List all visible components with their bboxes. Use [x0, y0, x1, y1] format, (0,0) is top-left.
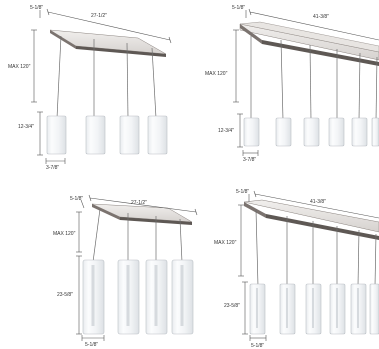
pendant-shade	[147, 115, 168, 155]
pendant	[351, 52, 368, 147]
diagram-6-light-short: 5-1/8" 41-3/8" MAX 120" 12-3/4" 3-7/8"	[205, 5, 379, 163]
pendant-shade	[328, 117, 345, 147]
canopy-edge	[262, 40, 379, 66]
canopy-length-label: 27-1/2"	[91, 13, 107, 19]
canopy-length-label: 27-1/2"	[131, 200, 147, 206]
pendant-shade	[275, 117, 292, 147]
pendant	[329, 226, 346, 335]
shade-width-label: 3-7/8"	[46, 165, 59, 171]
pendant-cord	[92, 208, 101, 263]
pendant	[145, 216, 168, 335]
pendant-shade	[46, 115, 67, 155]
pendant-cord	[375, 56, 378, 121]
canopy-length-dimension-line	[249, 11, 379, 41]
shade-height-label: 23-5/8"	[224, 303, 240, 309]
canopy-depth-label: 5-1/8"	[232, 5, 245, 11]
canopy-depth-label: 5-1/8"	[70, 196, 83, 202]
pendant	[350, 229, 367, 335]
pendant-cord	[56, 35, 62, 119]
canopy-length-label: 41-3/8"	[310, 199, 326, 205]
pendant-cord	[374, 233, 377, 287]
canopy-edge	[266, 214, 379, 240]
canopy-length-tick-right	[194, 208, 198, 216]
canopy-length-dimension-line	[89, 197, 197, 213]
pendant	[279, 216, 296, 335]
pendant-cord	[280, 39, 284, 121]
max-drop-label: MAX 120"	[53, 231, 76, 237]
canopy-edge	[76, 46, 166, 57]
pendant-cord	[179, 218, 183, 263]
canopy-side	[240, 24, 262, 44]
pendant-cord	[357, 229, 360, 287]
pendant	[171, 218, 194, 335]
pendant	[117, 213, 140, 335]
pendant-shade	[351, 117, 368, 147]
pendant-cord	[126, 42, 129, 119]
canopy-length-label: 41-3/8"	[313, 14, 329, 20]
canopy-length-tick-left	[88, 194, 92, 202]
pendant-cord	[151, 47, 157, 119]
canopy-plate	[243, 199, 379, 233]
pendant-shade	[303, 117, 320, 147]
shade-width-label: 3-7/8"	[243, 157, 256, 163]
diagram-4-light-short: 5-1/8" 27-1/2" MAX 120" 12-3/4" 3-7/8"	[8, 5, 172, 171]
canopy-depth-label: 5-1/8"	[30, 5, 43, 11]
pendant	[147, 47, 168, 155]
pendant	[303, 44, 320, 147]
pendant	[243, 36, 260, 147]
pendant-shade	[119, 115, 140, 155]
shade-width-label: 5-1/8"	[251, 343, 264, 349]
shade-height-label: 23-5/8"	[57, 292, 73, 298]
shade-height-label: 12-3/4"	[18, 124, 34, 130]
pendant	[328, 49, 345, 147]
canopy-side	[50, 30, 76, 49]
pendant	[82, 208, 105, 335]
pendant	[249, 209, 266, 335]
canopy-depth-label: 5-1/8"	[236, 189, 249, 195]
diagram-4-light-tall: 5-1/8" 27-1/2" MAX 120" 23-5/8" 5-1/8"	[53, 194, 198, 348]
max-drop-label: MAX 120"	[214, 240, 237, 246]
canopy-length-dimension-line	[254, 193, 379, 219]
canopy-depth-dimension-line	[80, 199, 85, 209]
canopy-length-tick-left	[253, 190, 257, 198]
pendant-cord	[255, 209, 259, 287]
pendant	[275, 39, 292, 147]
canopy-length-tick-right	[168, 36, 172, 44]
shade-height-label: 12-3/4"	[218, 128, 234, 134]
pendant	[371, 56, 379, 147]
canopy-length-tick-left	[46, 8, 50, 16]
max-drop-label: MAX 120"	[8, 64, 31, 70]
pendant-shade	[243, 117, 260, 147]
pendant-shade	[371, 117, 379, 147]
pendant	[46, 35, 67, 155]
canopy-side	[244, 202, 266, 218]
canopy-length-tick-left	[248, 8, 252, 16]
pendant-cord	[358, 52, 361, 121]
pendant	[305, 221, 322, 335]
pendant	[119, 42, 140, 155]
pendant-cord	[309, 44, 312, 121]
pendant	[369, 233, 379, 335]
pendant-shade	[369, 283, 379, 335]
canopy-plate-top	[239, 21, 379, 53]
canopy-side	[92, 204, 120, 220]
shade-width-label: 5-1/8"	[85, 342, 98, 348]
pendant-shade	[85, 115, 106, 155]
diagram-6-light-tall: 5-1/8" 41-3/8" MAX 120" 23-5/8" 5-1/8"	[214, 189, 379, 349]
max-drop-label: MAX 120"	[205, 71, 228, 77]
canopy-length-dimension-line	[47, 11, 171, 41]
pendant	[85, 39, 106, 155]
